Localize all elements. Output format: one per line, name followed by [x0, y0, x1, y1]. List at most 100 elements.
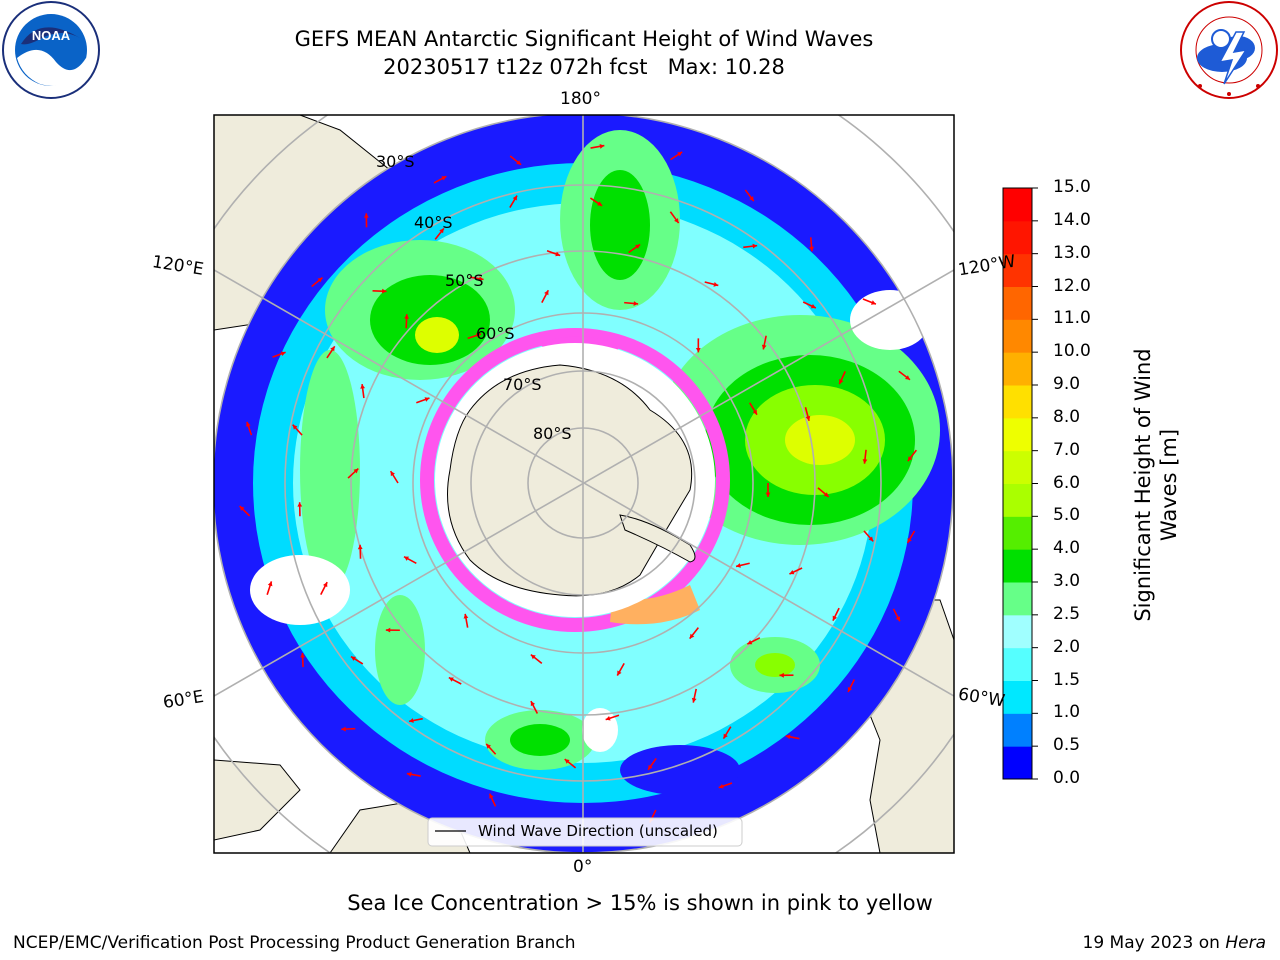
wave-direction-arrowhead — [357, 544, 363, 550]
lat-label-30s: 30°S — [376, 152, 415, 171]
wave-direction-arrowhead — [406, 772, 412, 777]
colorbar-tick-label: 12.0 — [1053, 275, 1091, 296]
lat-label-70s: 70°S — [503, 375, 542, 394]
wave-direction-arrowhead — [907, 456, 913, 462]
wave-direction-arrowhead — [478, 276, 484, 282]
colorbar-segment — [1003, 319, 1032, 353]
antarctica — [420, 328, 730, 632]
noaa-logo-text: NOAA — [32, 28, 71, 43]
wind-wave-arrows — [239, 144, 918, 823]
wave-direction-arrowhead — [441, 176, 447, 181]
wave-direction-arrowhead — [752, 409, 757, 415]
wave-direction-arrowhead — [403, 556, 409, 561]
wave-direction-arrowhead — [353, 468, 359, 474]
wave-direction-arrowhead — [530, 701, 536, 707]
chart-title: GEFS MEAN Antarctic Significant Height o… — [294, 27, 874, 51]
wave-direction-arrowhead — [895, 616, 900, 622]
wave-direction-arrowhead — [736, 563, 741, 568]
colorbar-tick-label: 11.0 — [1053, 308, 1091, 329]
wave-direction-arrowhead — [691, 697, 697, 703]
wave-direction-arrowhead — [597, 201, 603, 206]
colorbar-tick-label: 15.0 — [1053, 177, 1091, 197]
colorbar-tick-label: 6.0 — [1053, 472, 1081, 493]
legend-label: Wind Wave Direction (unscaled) — [478, 822, 718, 840]
noaa-logo: NOAA — [2, 1, 100, 99]
colorbar-segment — [1003, 549, 1032, 583]
wave-direction-arrowhead — [823, 492, 829, 497]
wave-direction-arrowhead — [382, 288, 387, 294]
colorbar-segment — [1003, 483, 1032, 517]
colorbar-segment — [1003, 450, 1032, 484]
wave-direction-arrowhead — [779, 672, 784, 678]
lon-label-bottom: 0° — [573, 857, 593, 877]
colorbar-segment — [1003, 713, 1032, 747]
wave-direction-arrowhead — [832, 615, 838, 621]
colorbar-tick-label: 0.5 — [1053, 735, 1081, 756]
colorbar-segment — [1003, 647, 1032, 681]
colorbar-segment — [1003, 385, 1032, 419]
wave-direction-arrowhead — [674, 218, 679, 224]
colorbar-tick-label: 0.0 — [1053, 768, 1081, 788]
wave-direction-arrowhead — [677, 151, 683, 157]
wave-direction-arrowhead — [907, 537, 912, 543]
wave-direction-arrowhead — [448, 677, 454, 682]
wave-direction-arrowhead — [300, 653, 306, 658]
wave-direction-arrowhead — [633, 301, 639, 306]
wave-direction-arrowhead — [810, 303, 816, 309]
wave-direction-arrowhead — [360, 384, 366, 389]
wave-direction-arrowhead — [713, 282, 719, 287]
colorbar-segment — [1003, 746, 1032, 780]
colorbar-segment — [1003, 614, 1032, 649]
graticule — [214, 115, 954, 853]
wave-direction-arrowhead — [246, 421, 251, 427]
map-legend — [427, 817, 743, 847]
colorbar-segment — [1003, 188, 1032, 222]
wave-direction-arrowhead — [317, 277, 323, 283]
wave-direction-arrowhead — [409, 718, 414, 723]
wave-direction-arrowhead — [350, 656, 356, 661]
wave-direction-arrowhead — [839, 379, 844, 385]
wave-direction-arrowhead — [463, 613, 469, 619]
lat-label-80s: 80°S — [533, 424, 572, 443]
wave-direction-arrowhead — [297, 502, 303, 507]
chart-subtitle: 20230517 t12z 072h fcst Max: 10.28 — [383, 55, 785, 79]
lat-label-60s: 60°S — [476, 324, 515, 343]
wave-direction-arrowhead — [868, 536, 874, 542]
wave-direction-arrowhead — [530, 654, 536, 660]
colorbar-tick-label: 1.0 — [1053, 702, 1081, 723]
colorbar-tick-label: 10.0 — [1053, 341, 1091, 362]
wave-direction-arrowhead — [605, 715, 611, 721]
colorbar-segment — [1003, 286, 1032, 320]
map-frame — [213, 114, 955, 854]
wave-direction-arrowhead — [847, 686, 853, 692]
wave-direction-arrowhead — [723, 733, 728, 739]
wave-direction-arrowhead — [555, 251, 561, 257]
colorbar-tick-label: 4.0 — [1053, 538, 1081, 559]
wave-direction-arrowhead — [747, 639, 753, 645]
colorbar-segment — [1003, 253, 1032, 287]
wave-direction-arrowhead — [239, 506, 245, 511]
colorbar-tick-label: 3.0 — [1053, 571, 1081, 591]
colorbar-tick-label: 8.0 — [1053, 406, 1081, 427]
credit-text: NCEP/EMC/Verification Post Processing Pr… — [13, 933, 576, 953]
wave-direction-arrowhead — [617, 670, 622, 676]
wave-direction-arrowhead — [476, 333, 481, 338]
colorbar-tick-label: 5.0 — [1053, 505, 1081, 526]
wave-direction-arrowhead — [439, 228, 444, 234]
wave-direction-arrowhead — [749, 196, 754, 202]
colorbar-segment — [1003, 352, 1032, 386]
colorbar-tick-label: 13.0 — [1053, 242, 1091, 263]
colorbar-segment — [1003, 680, 1032, 714]
colorbar-tick-label: 14.0 — [1053, 209, 1091, 230]
wave-direction-arrowhead — [424, 397, 430, 402]
wave-direction-arrowhead — [789, 569, 795, 575]
wave-direction-arrowhead — [330, 346, 335, 352]
wave-direction-arrowhead — [809, 246, 814, 252]
wave-direction-arrowhead — [516, 160, 522, 165]
wave-direction-arrowhead — [267, 581, 273, 587]
wave-direction-arrowhead — [323, 582, 328, 588]
wave-direction-arrowhead — [280, 351, 286, 356]
sea-ice-note: Sea Ice Concentration > 15% is shown in … — [347, 891, 933, 915]
nws-logo — [1180, 1, 1278, 99]
lat-label-50s: 50°S — [445, 271, 484, 290]
